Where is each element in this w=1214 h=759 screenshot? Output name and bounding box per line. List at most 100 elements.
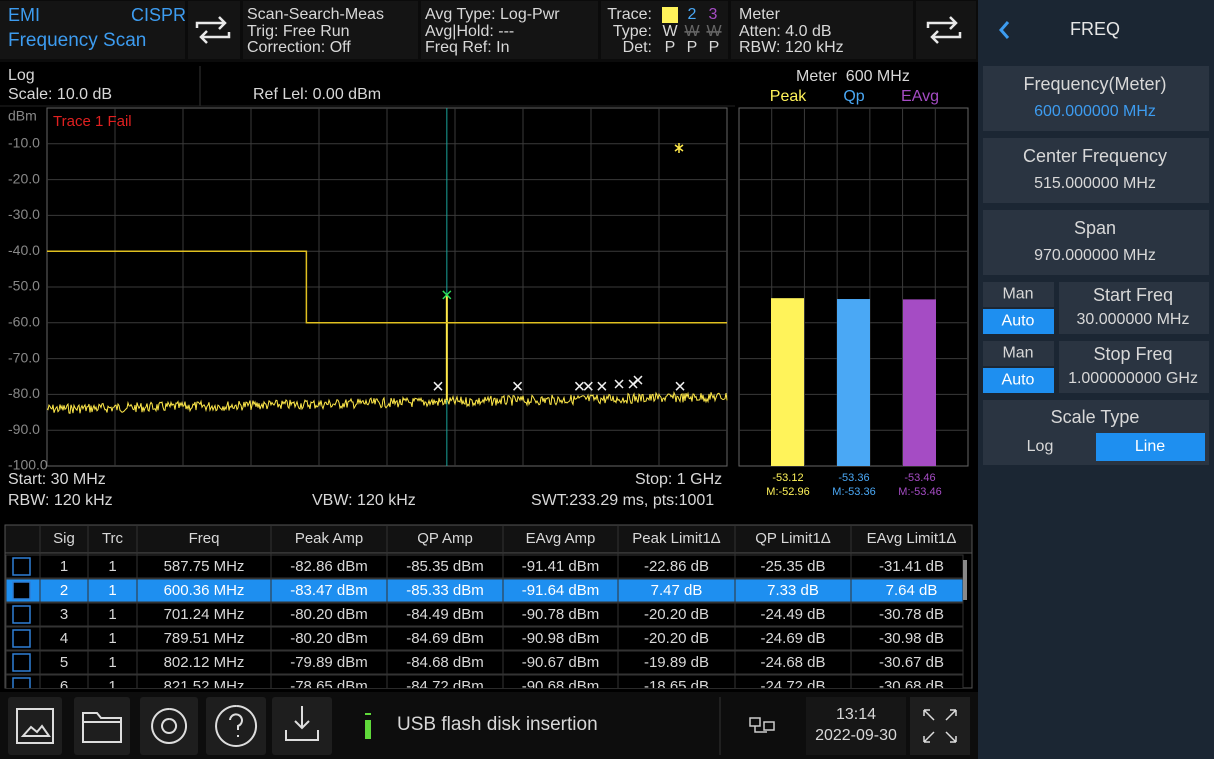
label: dBm <box>8 108 37 124</box>
label: 13:14 <box>836 706 876 723</box>
y-tick-label: -90.0 <box>8 421 40 437</box>
meter-detector: Qp <box>843 88 864 105</box>
table-cell: -24.69 dB <box>760 630 825 647</box>
table-cell: -22.86 dB <box>644 558 709 575</box>
label: VBW: 120 kHz <box>312 492 416 509</box>
table-cell: -85.35 dBm <box>406 558 484 575</box>
table-cell: -24.68 dB <box>760 654 825 671</box>
table-cell: 600.36 MHz <box>164 582 245 599</box>
column-header: QP Amp <box>417 530 473 547</box>
label: Scale: 10.0 dB <box>8 86 112 103</box>
status-message: USB flash disk insertion <box>397 714 598 735</box>
label: Avg|Hold: --- <box>425 23 514 40</box>
table-cell: 5 <box>60 654 68 671</box>
table-row[interactable] <box>6 579 963 602</box>
table-cell: 587.75 MHz <box>164 558 245 575</box>
label: W <box>706 23 722 40</box>
scale-option[interactable]: Log <box>1027 438 1054 455</box>
meter-detector: Peak <box>770 88 807 105</box>
table-cell: 4 <box>60 630 68 647</box>
label: 30.000000 MHz <box>1077 311 1190 328</box>
label: Man <box>1002 286 1033 303</box>
table-cell: 3 <box>60 606 68 623</box>
y-tick-label: -30.0 <box>8 206 40 222</box>
label: P <box>687 39 698 56</box>
scrollbar <box>963 560 967 600</box>
meter-max: M:-53.46 <box>898 486 941 498</box>
label: FREQ <box>1070 19 1120 39</box>
label: 2022-09-30 <box>815 727 897 744</box>
column-header: EAvg Limit1Δ <box>867 530 957 547</box>
table-cell: 802.12 MHz <box>164 654 245 671</box>
column-header: QP Limit1Δ <box>755 530 831 547</box>
meter-bar <box>771 298 804 466</box>
label: RBW: 120 kHz <box>8 492 113 509</box>
label: 515.000000 MHz <box>1034 175 1156 192</box>
table-cell: -80.20 dBm <box>290 630 368 647</box>
table-cell: 2 <box>60 582 68 599</box>
column-header: Trc <box>102 530 124 547</box>
label: Trig: Free Run <box>247 23 350 40</box>
table-cell: -84.69 dBm <box>406 630 484 647</box>
label: 1.000000000 GHz <box>1068 370 1198 387</box>
meter-max: M:-53.36 <box>832 486 875 498</box>
label: Scale Type <box>1051 407 1140 427</box>
y-tick-label: -50.0 <box>8 278 40 294</box>
table-body: 11587.75 MHz-82.86 dBm-85.35 dBm-91.41 d… <box>6 555 963 698</box>
meter-bar <box>837 299 870 466</box>
meter-value: -53.36 <box>838 472 869 484</box>
table-cell: 1 <box>108 630 116 647</box>
label: Auto <box>1002 372 1035 389</box>
table-cell: 701.24 MHz <box>164 606 245 623</box>
table-cell: 1 <box>108 558 116 575</box>
label: Stop: 1 GHz <box>635 471 722 488</box>
label: W <box>684 23 700 40</box>
table-cell: 1 <box>108 606 116 623</box>
label: Frequency(Meter) <box>1023 74 1166 94</box>
label: Stop Freq <box>1093 344 1172 364</box>
table-cell: 1 <box>60 558 68 575</box>
table-cell: -91.41 dBm <box>522 558 600 575</box>
meter-bar <box>903 299 936 466</box>
label: SWT:233.29 ms, pts:1001 <box>531 492 714 509</box>
meter-max: M:-52.96 <box>766 486 809 498</box>
fullscreen-button[interactable] <box>910 697 970 755</box>
table-cell: -83.47 dBm <box>290 582 368 599</box>
label: Trace: <box>607 6 652 23</box>
label: 3 <box>709 6 718 23</box>
label: Frequency Scan <box>8 30 146 51</box>
column-header: EAvg Amp <box>526 530 596 547</box>
label: Det: <box>623 39 652 56</box>
table-cell: -20.20 dB <box>644 630 709 647</box>
scale-option[interactable]: Line <box>1135 438 1165 455</box>
top-cell <box>916 1 976 59</box>
label: Correction: Off <box>247 39 351 56</box>
label: Freq Ref: In <box>425 39 509 56</box>
table-cell: -24.49 dB <box>760 606 825 623</box>
label: Start: 30 MHz <box>8 471 106 488</box>
top-cell <box>188 1 240 59</box>
label: W <box>662 23 678 40</box>
column-header: Peak Limit1Δ <box>632 530 720 547</box>
label: Man <box>1002 345 1033 362</box>
label: Center Frequency <box>1023 146 1167 166</box>
row-checkbox[interactable] <box>13 582 30 599</box>
label: Meter <box>739 6 781 23</box>
label: 2 <box>688 6 697 23</box>
table-cell: 789.51 MHz <box>164 630 245 647</box>
label: Ref Lel: 0.00 dBm <box>253 86 381 103</box>
column-header: Freq <box>189 530 220 547</box>
label: 970.000000 MHz <box>1034 247 1156 264</box>
table-cell: -20.20 dB <box>644 606 709 623</box>
table-cell: -84.68 dBm <box>406 654 484 671</box>
label: Type: <box>613 23 652 40</box>
y-tick-label: -70.0 <box>8 349 40 365</box>
label: Auto <box>1002 313 1035 330</box>
table-cell: 7.47 dB <box>651 582 703 599</box>
y-tick-label: -10.0 <box>8 135 40 151</box>
table-cell: -90.98 dBm <box>522 630 600 647</box>
toolbar-button[interactable] <box>140 697 198 755</box>
label: Meter 600 MHz <box>796 68 910 85</box>
